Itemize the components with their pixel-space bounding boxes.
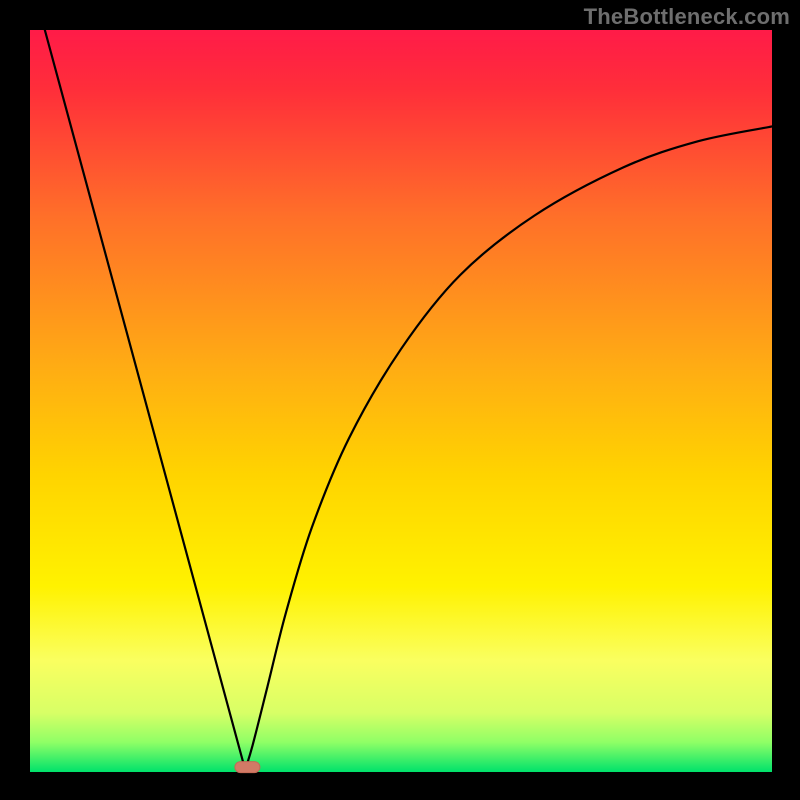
plot-area [30,30,772,772]
chart-root: TheBottleneck.com [0,0,800,800]
watermark-label: TheBottleneck.com [584,4,790,30]
min-marker [235,761,260,773]
curve-layer [30,30,772,772]
bottleneck-curve [45,30,772,770]
